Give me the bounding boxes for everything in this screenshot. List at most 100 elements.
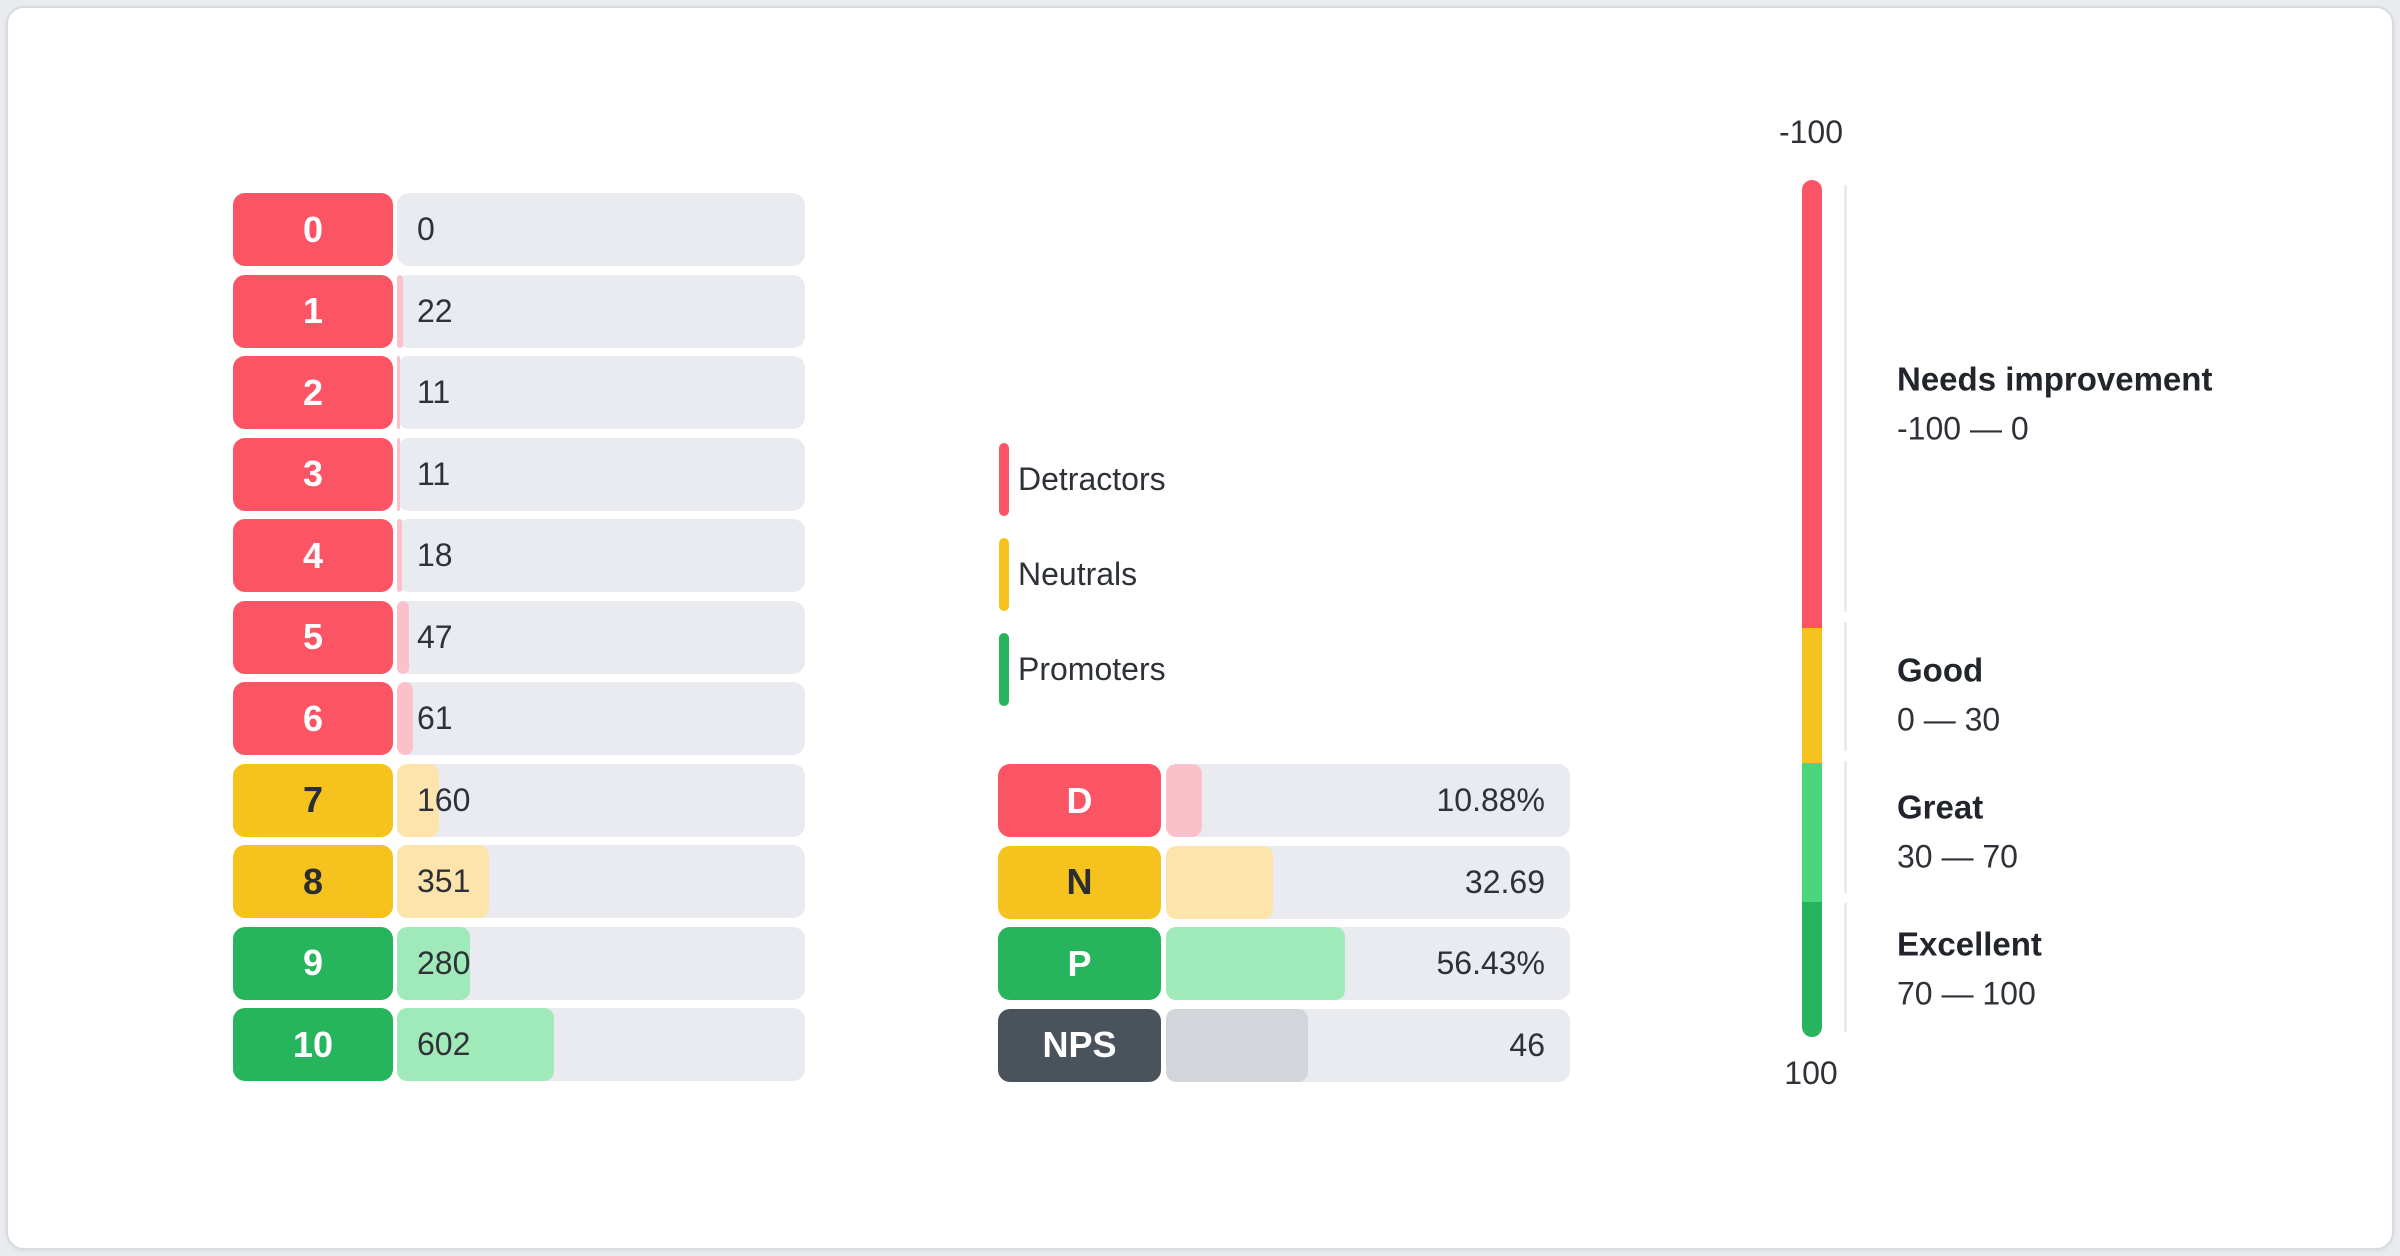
score-chip: 7: [233, 763, 393, 837]
legend-swatch: [999, 538, 1009, 611]
gauge-divider-segment: [1844, 180, 1847, 617]
summary-chip: N: [998, 845, 1161, 919]
gauge-zone-title: Great: [1897, 788, 1984, 826]
gauge-zone-label: Great 30 — 70: [1897, 789, 2018, 876]
count-fill: [397, 600, 410, 674]
score-chip: 5: [233, 600, 393, 674]
count-fill: [397, 519, 402, 592]
legend-item-promoters: Promoters: [999, 633, 1166, 706]
summary-fill: [1166, 845, 1274, 919]
score-row: 6 61: [233, 682, 805, 755]
summary-chart: D 10.88% N 32.69 P 56.43% NPS 46: [998, 764, 1570, 1090]
count-track: 61: [397, 682, 805, 755]
count-value: 11: [417, 374, 451, 410]
score-row: 7 160: [233, 763, 805, 837]
summary-fill: [1166, 927, 1345, 1000]
summary-value: 46: [1509, 1026, 1545, 1063]
legend: Detractors Neutrals Promoters: [999, 443, 1166, 728]
gauge-segment: [1802, 901, 1822, 1037]
count-value: 61: [417, 700, 453, 736]
gauge-zone-label: Needs improvement -100 — 0: [1897, 361, 2212, 448]
count-track: 18: [397, 519, 805, 592]
count-track: 0: [397, 193, 805, 266]
summary-chip: NPS: [998, 1008, 1161, 1082]
count-value: 47: [417, 618, 453, 655]
count-fill: [397, 845, 489, 918]
gauge-zone-range: 70 — 100: [1897, 975, 2036, 1012]
gauge-segment: [1802, 628, 1822, 763]
summary-row-p: P 56.43%: [998, 927, 1570, 1000]
score-chip: 4: [233, 519, 393, 592]
summary-track: 46: [1166, 1008, 1570, 1082]
gauge-zone-label: Good 0 — 30: [1897, 652, 2000, 739]
legend-item-detractors: Detractors: [999, 443, 1166, 516]
count-track: 22: [397, 274, 805, 348]
gauge-segment: [1802, 180, 1822, 629]
score-chip: 6: [233, 682, 393, 755]
score-row: 5 47: [233, 600, 805, 674]
score-row: 3 11: [233, 437, 805, 511]
legend-swatch: [999, 633, 1009, 706]
summary-chip: P: [998, 927, 1161, 1000]
summary-track: 32.69: [1166, 845, 1570, 919]
count-fill: [397, 926, 471, 1000]
count-track: 602: [397, 1008, 805, 1081]
count-track: 160: [397, 763, 805, 837]
count-value: 11: [417, 455, 451, 492]
summary-value: 10.88%: [1436, 782, 1545, 818]
gauge-divider-segment: [1844, 898, 1847, 1037]
legend-label: Promoters: [1018, 651, 1166, 687]
count-value: 22: [417, 292, 453, 329]
score-distribution-chart: 0 0 1 22 2 11 3 11 4 18 5 47 6 61 7 160 8 351 9 280 10 602: [233, 193, 805, 1090]
legend-swatch: [999, 443, 1009, 516]
score-chip: 0: [233, 193, 393, 266]
score-row: 8 351: [233, 845, 805, 918]
count-fill: [397, 437, 400, 511]
gauge-zone-title: Needs improvement: [1897, 360, 2213, 398]
gauge-divider-segment: [1844, 617, 1847, 755]
score-chip: 9: [233, 926, 393, 1000]
score-row: 1 22: [233, 274, 805, 348]
count-value: 602: [417, 1026, 471, 1062]
nps-gauge-bar: [1802, 180, 1822, 1037]
gauge-zone-title: Excellent: [1897, 925, 2042, 963]
gauge-zone-range: 0 — 30: [1897, 701, 2001, 738]
legend-item-neutrals: Neutrals: [999, 538, 1166, 611]
score-row: 10 602: [233, 1008, 805, 1081]
score-row: 9 280: [233, 926, 805, 1000]
count-value: 280: [417, 944, 471, 981]
summary-chip: D: [998, 764, 1161, 837]
count-track: 280: [397, 926, 805, 1000]
score-chip: 2: [233, 356, 393, 429]
count-value: 351: [417, 863, 471, 899]
summary-value: 56.43%: [1436, 945, 1545, 981]
legend-label: Detractors: [1018, 461, 1166, 497]
count-fill: [397, 682, 413, 755]
summary-row-d: D 10.88%: [998, 764, 1570, 837]
gauge-min-label: 100: [1784, 1055, 1838, 1091]
count-fill: [397, 356, 400, 429]
count-track: 47: [397, 600, 805, 674]
score-chip: 8: [233, 845, 393, 918]
summary-row-nps: NPS 46: [998, 1008, 1570, 1082]
gauge-zone-range: -100 — 0: [1897, 410, 2029, 447]
gauge-zone-title: Good: [1897, 651, 1984, 689]
legend-label: Neutrals: [1018, 556, 1138, 592]
summary-track: 56.43%: [1166, 927, 1570, 1000]
gauge-divider-line: [1844, 180, 1847, 1037]
score-chip: 10: [233, 1008, 393, 1081]
count-fill: [397, 1008, 555, 1081]
gauge-max-label: -100: [1778, 114, 1844, 150]
count-track: 11: [397, 437, 805, 511]
score-row: 2 11: [233, 356, 805, 429]
score-chip: 3: [233, 437, 393, 511]
summary-value: 32.69: [1464, 863, 1545, 900]
count-value: 160: [417, 781, 471, 818]
count-track: 351: [397, 845, 805, 918]
score-row: 4 18: [233, 519, 805, 592]
summary-fill: [1166, 764, 1202, 837]
gauge-zone-range: 30 — 70: [1897, 838, 2018, 875]
gauge-zone-label: Excellent 70 — 100: [1897, 926, 2042, 1013]
